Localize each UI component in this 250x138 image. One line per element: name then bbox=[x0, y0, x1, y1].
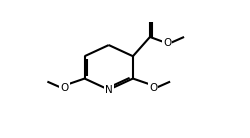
Text: O: O bbox=[149, 83, 157, 93]
Text: N: N bbox=[105, 85, 112, 95]
Text: O: O bbox=[60, 83, 68, 93]
Text: O: O bbox=[163, 38, 171, 48]
